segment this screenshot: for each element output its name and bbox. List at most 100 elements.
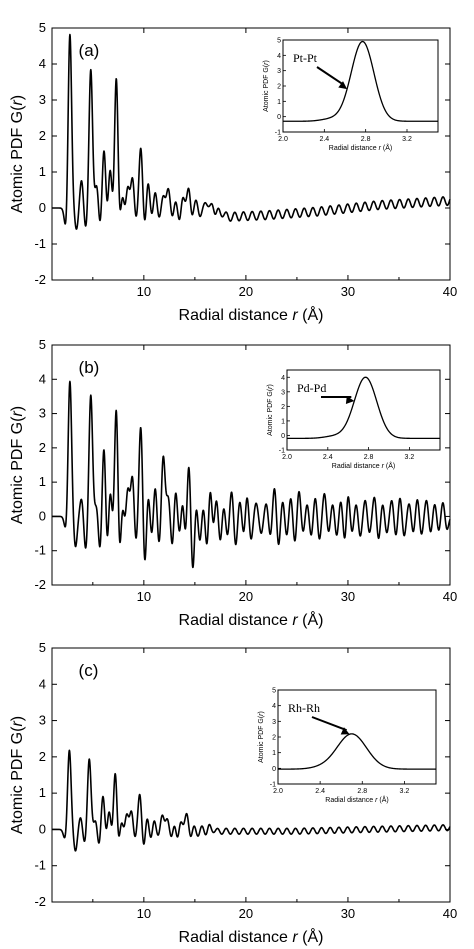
x-tick-label: 40 xyxy=(443,589,457,604)
inset-y-tick-label: 4 xyxy=(277,53,281,60)
y-tick-label: -1 xyxy=(34,858,46,873)
x-tick-label: 30 xyxy=(341,284,355,299)
plot-frame xyxy=(51,647,451,903)
inset-x-tick-label: 2.8 xyxy=(364,454,374,461)
y-tick-label: -2 xyxy=(34,272,46,287)
y-tick-label: -2 xyxy=(34,577,46,592)
inset-x-tick-label: 2.4 xyxy=(323,454,333,461)
inset-y-tick-label: 3 xyxy=(272,719,276,726)
inset-y-tick-label: 2 xyxy=(281,404,285,411)
plot-frame xyxy=(51,27,451,281)
inset-y-tick-label: 1 xyxy=(281,418,285,425)
inset-y-tick-label: 2 xyxy=(272,735,276,742)
inset-peak-line xyxy=(287,376,440,440)
y-tick-label: 1 xyxy=(39,164,46,179)
inset-arrow-shaft xyxy=(316,66,345,86)
x-tick-label: 40 xyxy=(443,284,457,299)
panel-label: (b) xyxy=(79,358,100,377)
inset-y-tick-label: -1 xyxy=(275,130,281,137)
inset-y-tick-label: 1 xyxy=(272,750,276,757)
y-tick-label: 0 xyxy=(39,821,46,836)
y-tick-label: 3 xyxy=(39,92,46,107)
inset-arrow-head xyxy=(340,727,350,735)
x-tick-label: 20 xyxy=(239,284,253,299)
inset-y-tick-label: 0 xyxy=(272,766,276,773)
y-axis-title: Atomic PDF G(r) xyxy=(9,406,26,524)
x-axis-title: Radial distance r (Å) xyxy=(179,305,324,324)
y-tick-label: 4 xyxy=(39,676,46,691)
x-axis-title: Radial distance r (Å) xyxy=(179,610,324,629)
inset-y-tick-label: -1 xyxy=(279,448,285,455)
x-tick-label: 10 xyxy=(137,284,151,299)
inset-x-tick-label: 2.4 xyxy=(319,136,329,143)
y-tick-label: -2 xyxy=(34,894,46,909)
inset-annotation: Pd-Pd xyxy=(297,381,326,395)
inset-x-tick-label: 3.2 xyxy=(402,136,412,143)
x-tick-label: 30 xyxy=(341,589,355,604)
y-tick-label: -1 xyxy=(34,543,46,558)
x-tick-label: 20 xyxy=(239,589,253,604)
inset-y-tick-label: 4 xyxy=(272,703,276,710)
y-tick-label: 0 xyxy=(39,200,46,215)
inset-x-tick-label: 3.2 xyxy=(400,788,410,795)
inset-y-tick-label: 0 xyxy=(281,433,285,440)
inset-arrow-head xyxy=(345,396,355,404)
inset-x-axis-title: Radial distance r (Å) xyxy=(329,143,392,152)
y-tick-label: 2 xyxy=(39,128,46,143)
x-tick-label: 30 xyxy=(341,906,355,921)
y-tick-label: 5 xyxy=(39,337,46,352)
inset-x-tick-label: 2.8 xyxy=(361,136,371,143)
inset-y-axis-title: Atomic PDF G(r) xyxy=(263,60,270,112)
pdf-series-line xyxy=(51,33,451,230)
inset-x-tick-label: 2.8 xyxy=(357,788,367,795)
inset-chart: -1 0 1 2 3 4 5 2.0 2.4 2.8 3.2 Radial distance r (Å… xyxy=(258,688,437,804)
x-axis-title: Radial distance r (Å) xyxy=(179,927,324,946)
y-tick-label: 2 xyxy=(39,440,46,455)
inset-y-tick-label: -1 xyxy=(270,782,276,789)
x-tick-label: 40 xyxy=(443,906,457,921)
inset-frame xyxy=(286,369,441,451)
y-tick-label: 0 xyxy=(39,508,46,523)
panel-label: (c) xyxy=(79,661,99,680)
inset-y-tick-label: 5 xyxy=(272,688,276,695)
y-tick-label: 3 xyxy=(39,406,46,421)
inset-arrow-head xyxy=(338,81,348,90)
y-tick-label: 1 xyxy=(39,474,46,489)
y-tick-label: -1 xyxy=(34,236,46,251)
inset-y-axis-title: Atomic PDF G(r) xyxy=(258,711,265,763)
inset-chart: -1 0 1 2 3 4 5 2.0 2.4 2.8 3.2 Radial distance r (Å… xyxy=(263,38,439,152)
pdf-series-line xyxy=(51,749,451,852)
y-tick-label: 1 xyxy=(39,785,46,800)
inset-annotation: Rh-Rh xyxy=(288,701,320,715)
y-tick-label: 3 xyxy=(39,713,46,728)
inset-x-tick-label: 2.0 xyxy=(282,454,292,461)
inset-y-tick-label: 1 xyxy=(277,99,281,106)
inset-y-tick-label: 5 xyxy=(277,38,281,45)
inset-y-tick-label: 3 xyxy=(281,389,285,396)
x-tick-label: 10 xyxy=(137,906,151,921)
plot-frame xyxy=(51,344,451,586)
inset-chart: -1 0 1 2 3 4 2.0 2.4 2.8 3.2 Radial distance r (Å)… xyxy=(267,369,441,470)
y-tick-label: 4 xyxy=(39,56,46,71)
inset-frame xyxy=(282,39,439,133)
inset-x-tick-label: 2.4 xyxy=(315,788,325,795)
y-tick-label: 4 xyxy=(39,371,46,386)
inset-arrow-shaft xyxy=(311,716,347,732)
inset-x-axis-title: Radial distance r (Å) xyxy=(325,795,388,804)
x-tick-label: 20 xyxy=(239,906,253,921)
inset-peak-line xyxy=(278,733,436,770)
y-tick-label: 5 xyxy=(39,20,46,35)
y-tick-label: 5 xyxy=(39,640,46,655)
y-axis-title: Atomic PDF G(r) xyxy=(9,95,26,213)
inset-annotation: Pt-Pt xyxy=(293,51,318,65)
x-tick-label: 10 xyxy=(137,589,151,604)
y-tick-label: 2 xyxy=(39,749,46,764)
inset-y-tick-label: 0 xyxy=(277,114,281,121)
inset-y-tick-label: 3 xyxy=(277,68,281,75)
inset-x-axis-title: Radial distance r (Å) xyxy=(332,461,395,470)
inset-x-tick-label: 2.0 xyxy=(273,788,283,795)
inset-x-tick-label: 3.2 xyxy=(405,454,415,461)
